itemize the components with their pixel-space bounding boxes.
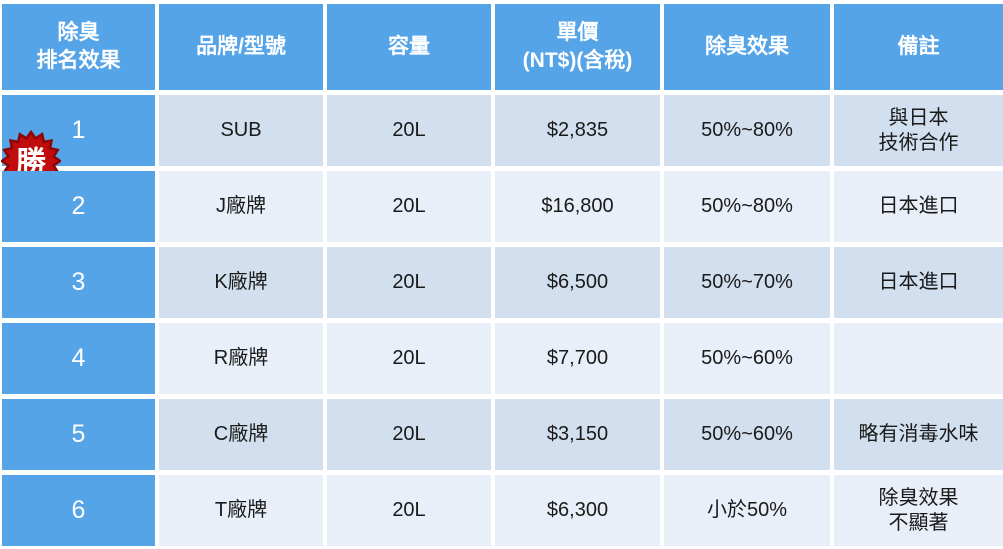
rank-cell-1: 勝 1 bbox=[0, 95, 155, 193]
price-cell: $6,500 bbox=[495, 247, 660, 318]
price-cell: $2,835 bbox=[495, 95, 660, 166]
rank-cell-6: 6 bbox=[2, 475, 155, 546]
brand-cell: T廠牌 bbox=[159, 475, 323, 546]
note-cell: 日本進口 bbox=[834, 171, 1003, 242]
winner-badge-icon: 勝 bbox=[0, 99, 63, 193]
capacity-cell: 20L bbox=[327, 171, 491, 242]
price-cell: $6,300 bbox=[495, 475, 660, 546]
brand-cell: R廠牌 bbox=[159, 323, 323, 394]
capacity-cell: 20L bbox=[327, 323, 491, 394]
price-cell: $3,150 bbox=[495, 399, 660, 470]
effect-cell: 50%~60% bbox=[664, 323, 830, 394]
price-cell: $16,800 bbox=[495, 171, 660, 242]
effect-cell: 50%~70% bbox=[664, 247, 830, 318]
brand-cell: K廠牌 bbox=[159, 247, 323, 318]
effect-cell: 50%~60% bbox=[664, 399, 830, 470]
note-cell bbox=[834, 323, 1003, 394]
note-cell: 與日本 技術合作 bbox=[834, 95, 1003, 166]
note-cell: 除臭效果 不顯著 bbox=[834, 475, 1003, 546]
column-header-rank: 除臭 排名效果 bbox=[2, 4, 155, 90]
brand-cell: SUB bbox=[159, 95, 323, 166]
capacity-cell: 20L bbox=[327, 399, 491, 470]
effect-cell: 50%~80% bbox=[664, 171, 830, 242]
rank-value: 1 bbox=[71, 115, 86, 144]
brand-cell: C廠牌 bbox=[159, 399, 323, 470]
column-header-note: 備註 bbox=[834, 4, 1003, 90]
column-header-capacity: 容量 bbox=[327, 4, 491, 90]
brand-cell: J廠牌 bbox=[159, 171, 323, 242]
price-cell: $7,700 bbox=[495, 323, 660, 394]
rank-cell-4: 4 bbox=[2, 323, 155, 394]
capacity-cell: 20L bbox=[327, 247, 491, 318]
column-header-brand: 品牌/型號 bbox=[159, 4, 323, 90]
rank-cell-3: 3 bbox=[2, 247, 155, 318]
effect-cell: 小於50% bbox=[664, 475, 830, 546]
effect-cell: 50%~80% bbox=[664, 95, 830, 166]
rank-cell-5: 5 bbox=[2, 399, 155, 470]
capacity-cell: 20L bbox=[327, 95, 491, 166]
column-header-price: 單價 (NT$)(含稅) bbox=[495, 4, 660, 90]
column-header-effect: 除臭效果 bbox=[664, 4, 830, 90]
note-cell: 略有消毒水味 bbox=[834, 399, 1003, 470]
comparison-table: 除臭 排名效果 品牌/型號 容量 單價 (NT$)(含稅) 除臭效果 備註 勝 … bbox=[0, 4, 1003, 546]
note-cell: 日本進口 bbox=[834, 247, 1003, 318]
rank-cell-2: 2 bbox=[2, 171, 155, 242]
capacity-cell: 20L bbox=[327, 475, 491, 546]
